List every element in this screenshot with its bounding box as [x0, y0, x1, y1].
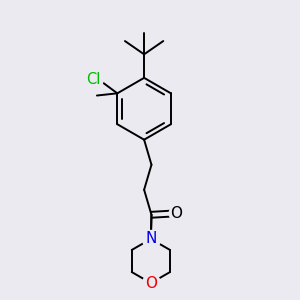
Text: O: O: [145, 276, 157, 291]
Text: N: N: [145, 231, 157, 246]
Text: O: O: [170, 206, 182, 221]
Text: Cl: Cl: [86, 72, 100, 87]
